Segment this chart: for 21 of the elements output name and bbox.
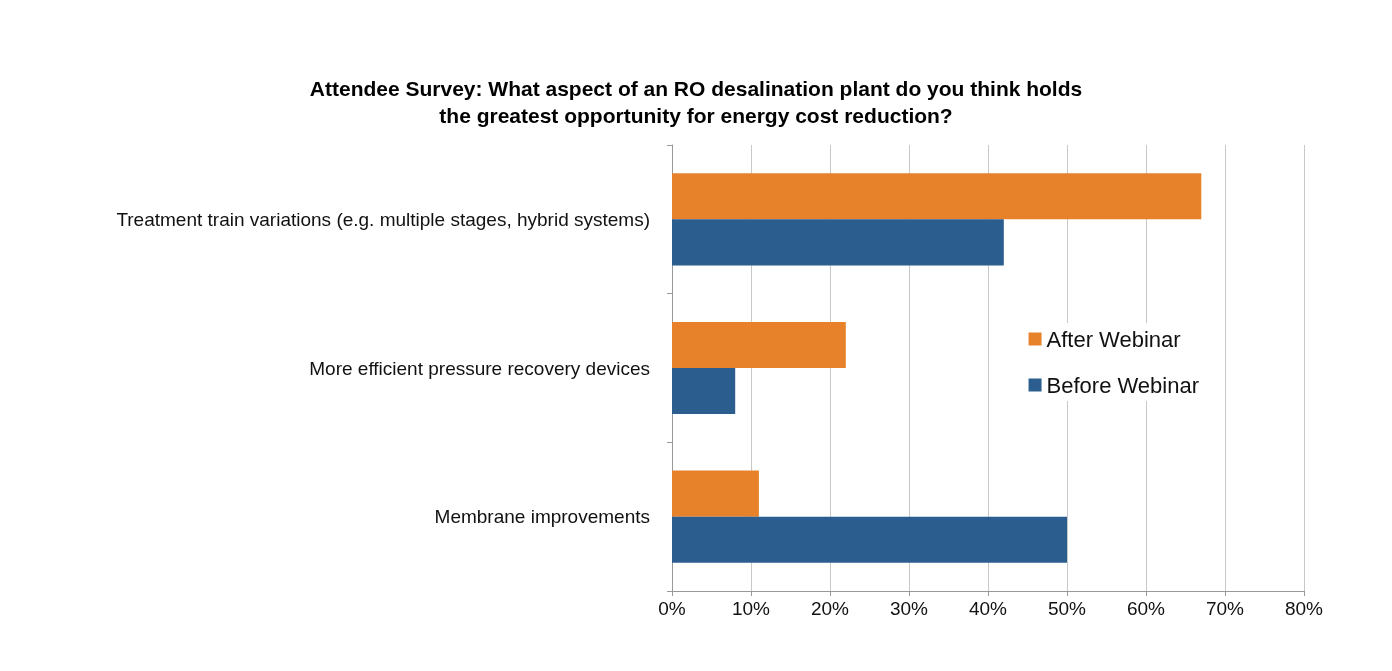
chart-title: Attendee Survey: What aspect of an RO desalination plant do you think holds the greatest opportunity for energy cost reduction? [309, 77, 1083, 127]
bar [672, 219, 1004, 266]
bar [672, 516, 1067, 563]
x-tick-label: 70% [1205, 598, 1245, 619]
x-tick-label: 20% [810, 598, 850, 619]
bar [672, 321, 846, 368]
x-tick-label: 80% [1284, 598, 1324, 619]
x-tick-label: 30% [889, 598, 929, 619]
bar [672, 368, 736, 415]
y-tick-label: Treatment train variations (e.g. multiple stages, hybrid systems) [116, 208, 650, 230]
x-tick-label: 60% [1126, 598, 1166, 619]
x-tick-label: 40% [968, 598, 1008, 619]
x-tick-label: 50% [1047, 598, 1087, 619]
legend-label: Before Webinar [1046, 372, 1199, 398]
y-tick-label: Membrane improvements [434, 506, 650, 528]
x-tick-label: 10% [731, 598, 771, 619]
x-tick-label: 0% [658, 598, 686, 619]
legend-label: After Webinar [1046, 326, 1181, 352]
bar [672, 470, 759, 517]
y-tick-label: More efficient pressure recovery devices [309, 357, 650, 379]
bar [672, 173, 1202, 220]
